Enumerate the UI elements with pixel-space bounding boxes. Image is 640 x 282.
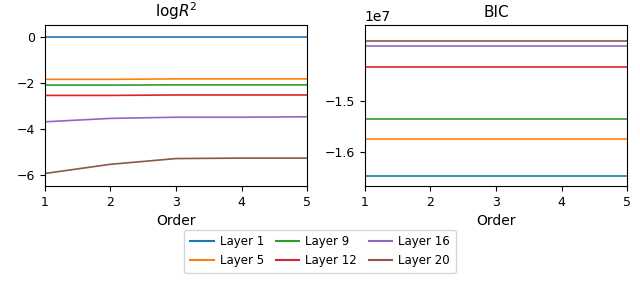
X-axis label: Order: Order bbox=[476, 214, 516, 228]
Title: $\mathrm{log}R^2$: $\mathrm{log}R^2$ bbox=[155, 0, 197, 22]
Title: BIC: BIC bbox=[483, 5, 509, 20]
Legend: Layer 1, Layer 5, Layer 9, Layer 12, Layer 16, Layer 20: Layer 1, Layer 5, Layer 9, Layer 12, Lay… bbox=[184, 230, 456, 273]
X-axis label: Order: Order bbox=[156, 214, 196, 228]
